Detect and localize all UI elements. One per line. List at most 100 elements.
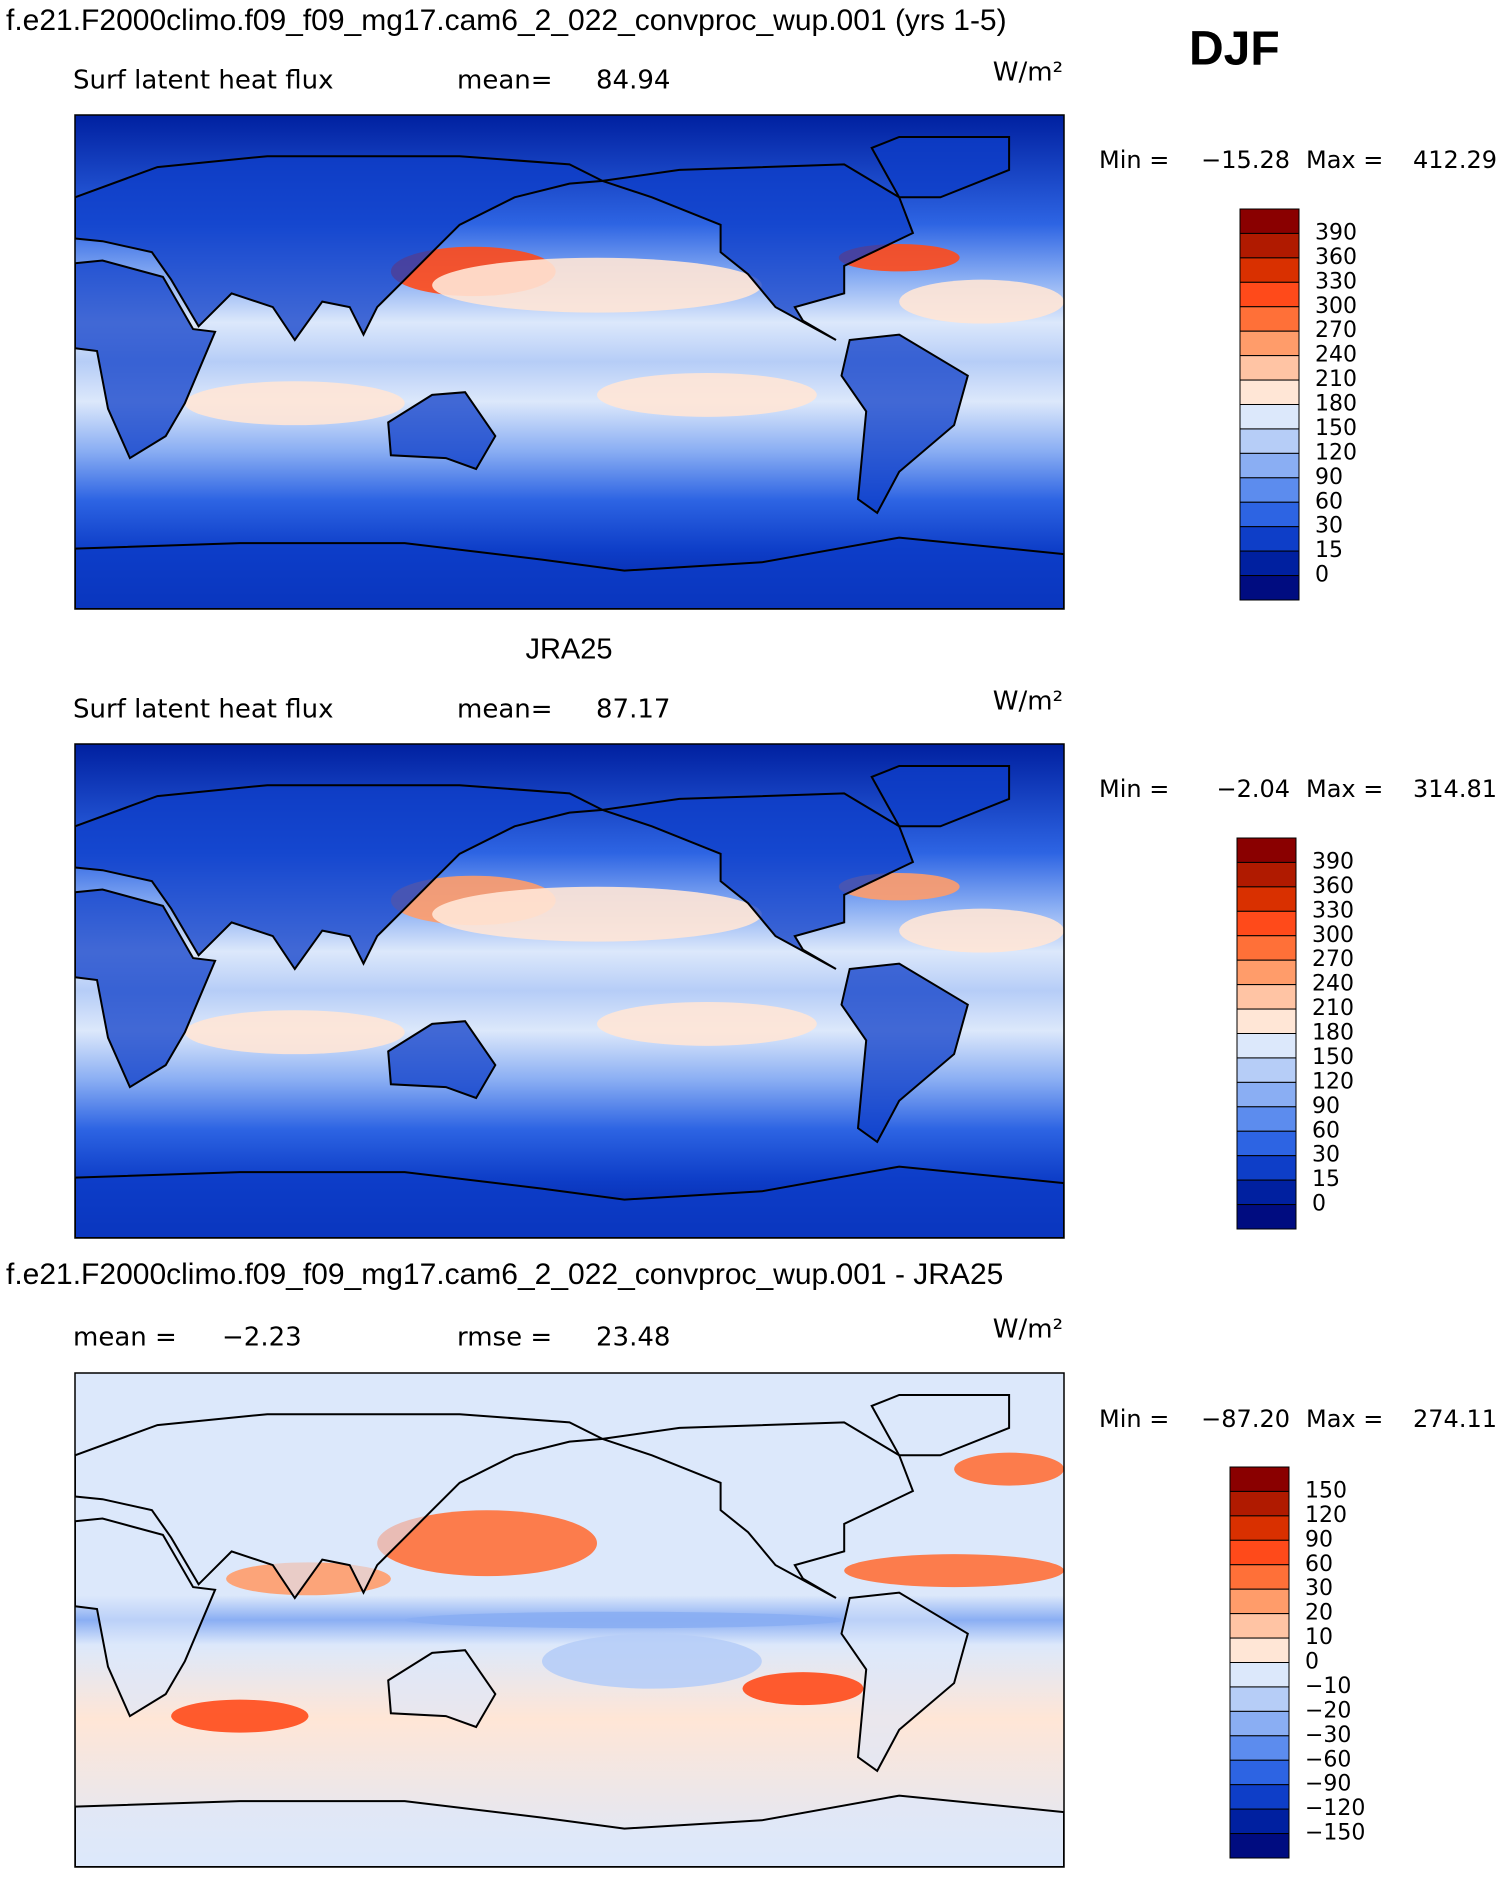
colorbar-label: −20 (1305, 1698, 1351, 1723)
colorbar-box (1229, 1588, 1290, 1615)
min-value: −2.04 (1216, 775, 1290, 803)
colorbar-label: 180 (1312, 1021, 1354, 1046)
colorbar-label: 90 (1305, 1527, 1333, 1552)
colorbar-box (1229, 1466, 1290, 1492)
max-label: Max = (1306, 146, 1383, 174)
map (75, 1373, 1064, 1867)
colorbar-box (1236, 1204, 1297, 1230)
min-label: Min = (1099, 146, 1169, 174)
colorbar-label: 390 (1315, 220, 1357, 245)
colorbar-label: 150 (1305, 1478, 1347, 1503)
colorbar-label: 210 (1312, 996, 1354, 1021)
left-value: −2.23 (222, 1323, 302, 1353)
units: W/m² (993, 687, 1063, 717)
mean-label: mean= (457, 66, 553, 96)
colorbar-box (1229, 1686, 1290, 1712)
colorbar-label: 240 (1315, 343, 1357, 368)
coastline (387, 1649, 497, 1729)
colorbar-label: 120 (1315, 440, 1357, 465)
map-frame (74, 1372, 1065, 1868)
coastline (75, 259, 217, 460)
colorbar-box (1236, 837, 1297, 863)
colorbar-box (1229, 1808, 1290, 1835)
colorbar-box (1239, 550, 1300, 577)
colorbar-box (1236, 886, 1297, 912)
coastline (602, 1421, 915, 1599)
colorbar-box (1229, 1515, 1290, 1541)
mean-value: 23.48 (596, 1323, 670, 1353)
coastline (840, 962, 969, 1144)
left-label: Surf latent heat flux (73, 695, 333, 725)
units: W/m² (993, 58, 1063, 88)
colorbar-label: 150 (1315, 416, 1357, 441)
colorbar-label: 60 (1315, 489, 1343, 514)
colorbar-label: 30 (1312, 1143, 1340, 1168)
units: W/m² (993, 1315, 1063, 1345)
min-value: −87.20 (1201, 1405, 1290, 1433)
colorbar-label: −10 (1305, 1674, 1351, 1699)
colorbar-label: −60 (1305, 1747, 1351, 1772)
colorbar-label: −30 (1305, 1723, 1351, 1748)
colorbar-box (1229, 1710, 1290, 1737)
case-title: f.e21.F2000climo.f09_f09_mg17.cam6_2_022… (6, 4, 1007, 37)
colorbar-box (1239, 257, 1300, 283)
colorbar-box (1229, 1490, 1290, 1517)
colorbar-box (1239, 208, 1300, 234)
colorbar-box (1239, 355, 1300, 381)
max-value: 412.29 (1413, 146, 1497, 174)
colorbar-label: 15 (1315, 538, 1343, 563)
colorbar-box (1236, 1179, 1297, 1206)
map-field (899, 279, 1064, 324)
colorbar-label: 330 (1312, 898, 1354, 923)
map-frame (74, 114, 1065, 610)
colorbar-label: 120 (1305, 1503, 1347, 1528)
coastline (840, 1591, 969, 1773)
map-field (542, 1633, 762, 1689)
map-field (954, 1452, 1064, 1486)
colorbar-box (1236, 1106, 1297, 1132)
colorbar-label: 240 (1312, 972, 1354, 997)
colorbar-box (1239, 526, 1300, 552)
colorbar-label: 180 (1315, 392, 1357, 417)
coastline (75, 784, 607, 971)
map-field (377, 1510, 597, 1577)
colorbar-box (1236, 1033, 1297, 1059)
colorbar-label: 30 (1305, 1576, 1333, 1601)
colorbar-label: −90 (1305, 1772, 1351, 1797)
colorbar-label: 90 (1312, 1094, 1340, 1119)
colorbar-box (1236, 1130, 1297, 1157)
min-label: Min = (1099, 775, 1169, 803)
left-label: Surf latent heat flux (73, 66, 333, 96)
colorbar-label: 30 (1315, 514, 1343, 539)
map-field (742, 1672, 864, 1706)
coastline (602, 792, 915, 970)
colorbar-label: 300 (1315, 294, 1357, 319)
coastline (840, 333, 969, 515)
coastline (602, 163, 915, 341)
coastline (870, 1394, 1011, 1457)
colorbar-box (1229, 1539, 1290, 1566)
colorbar-label: 60 (1305, 1552, 1333, 1577)
colorbar-label: 10 (1305, 1625, 1333, 1650)
colorbar-box (1239, 232, 1300, 259)
colorbar-label: 270 (1315, 318, 1357, 343)
max-label: Max = (1306, 775, 1383, 803)
colorbar-label: 0 (1305, 1650, 1319, 1675)
colorbar-label: 15 (1312, 1167, 1340, 1192)
coastline (75, 888, 217, 1089)
colorbar-label: 270 (1312, 947, 1354, 972)
mean-label: rmse = (457, 1323, 552, 1353)
colorbar-box (1236, 935, 1297, 961)
colorbar-box (1236, 959, 1297, 986)
season: DJF (1189, 23, 1280, 76)
colorbar-box (1229, 1637, 1290, 1663)
map-field (404, 1611, 845, 1629)
colorbar-box (1236, 1008, 1297, 1034)
panel-title: f.e21.F2000climo.f09_f09_mg17.cam6_2_022… (6, 1258, 1003, 1291)
max-value: 314.81 (1413, 775, 1497, 803)
map-field (844, 1554, 1064, 1588)
map (75, 115, 1064, 609)
colorbar-box (1239, 281, 1300, 308)
min-label: Min = (1099, 1405, 1169, 1433)
